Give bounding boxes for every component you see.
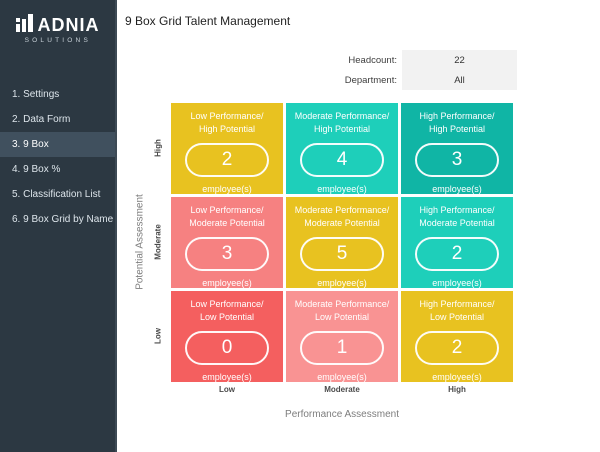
employee-count-pill: 2 bbox=[185, 143, 269, 177]
employee-count-pill: 2 bbox=[415, 331, 499, 365]
department-value[interactable]: All bbox=[402, 70, 517, 90]
grid-cell-low-performance-high-potential: Low Performance/High Potential 2 employee(… bbox=[171, 103, 283, 194]
employee-unit-label: employee(s) bbox=[317, 278, 367, 288]
y-axis-title: Potential Assessment bbox=[134, 194, 146, 290]
sidebar-item-9-box[interactable]: 3. 9 Box bbox=[0, 132, 115, 157]
sidebar-item-classification-list[interactable]: 5. Classification List bbox=[12, 189, 101, 200]
cell-title: Moderate Performance/High Potential bbox=[294, 111, 390, 135]
cell-title: Low Performance/High Potential bbox=[190, 111, 264, 135]
y-axis-label-moderate: Moderate bbox=[153, 224, 163, 260]
grid-cell-high-performance-moderate-potential: High Performance/Moderate Potential 2 empl… bbox=[401, 197, 513, 288]
page-title: 9 Box Grid Talent Management bbox=[125, 14, 291, 28]
employee-count: 2 bbox=[221, 149, 233, 171]
grid-cell-moderate-performance-moderate-potential: Moderate Performance/Moderate Potential 5… bbox=[286, 197, 398, 288]
grid-cell-high-performance-low-potential: High Performance/Low Potential 2 employee(… bbox=[401, 291, 513, 382]
employee-count-pill: 1 bbox=[300, 331, 384, 365]
employee-unit-label: employee(s) bbox=[432, 278, 482, 288]
employee-unit-label: employee(s) bbox=[317, 372, 367, 382]
sidebar-item-9-box-percent[interactable]: 4. 9 Box % bbox=[12, 164, 61, 175]
employee-unit-label: employee(s) bbox=[202, 372, 252, 382]
headcount-field: Headcount: 22 bbox=[322, 50, 517, 70]
grid-cell-moderate-performance-low-potential: Moderate Performance/Low Potential 1 emplo… bbox=[286, 291, 398, 382]
employee-unit-label: employee(s) bbox=[432, 184, 482, 194]
y-axis-label-low: Low bbox=[153, 328, 163, 344]
department-field: Department: All bbox=[322, 70, 517, 90]
employee-count: 5 bbox=[336, 243, 348, 265]
employee-count-pill: 3 bbox=[185, 237, 269, 271]
cell-title: High Performance/Moderate Potential bbox=[419, 205, 495, 229]
cell-title: Moderate Performance/Low Potential bbox=[294, 299, 390, 323]
employee-unit-label: employee(s) bbox=[202, 278, 252, 288]
cell-title: Moderate Performance/Moderate Potential bbox=[294, 205, 390, 229]
employee-count-pill: 5 bbox=[300, 237, 384, 271]
grid-cell-low-performance-low-potential: Low Performance/Low Potential 0 employee(s… bbox=[171, 291, 283, 382]
employee-count: 1 bbox=[336, 337, 348, 359]
employee-count: 2 bbox=[451, 337, 463, 359]
employee-unit-label: employee(s) bbox=[432, 372, 482, 382]
grid-cell-moderate-performance-high-potential: Moderate Performance/High Potential 4 empl… bbox=[286, 103, 398, 194]
employee-count-pill: 2 bbox=[415, 237, 499, 271]
employee-count: 2 bbox=[451, 243, 463, 265]
sidebar-item-9-box-grid-by-name[interactable]: 6. 9 Box Grid by Name bbox=[12, 214, 114, 225]
y-axis-label-high: High bbox=[153, 139, 163, 157]
main-content: 9 Box Grid Talent Management Headcount: 2… bbox=[117, 0, 600, 452]
employee-unit-label: employee(s) bbox=[202, 184, 252, 194]
cell-title: Low Performance/Low Potential bbox=[190, 299, 264, 323]
adnia-logo: ADNIA SOLUTIONS bbox=[0, 0, 115, 44]
sidebar-menu: 1. Settings 2. Data Form 3. 9 Box 4. 9 Box … bbox=[0, 82, 115, 232]
employee-count-pill: 0 bbox=[185, 331, 269, 365]
employee-count: 4 bbox=[336, 149, 348, 171]
x-axis-label-high: High bbox=[448, 385, 466, 394]
sidebar: ADNIA SOLUTIONS 1. Settings 2. Data Form 3… bbox=[0, 0, 117, 452]
grid-cell-low-performance-moderate-potential: Low Performance/Moderate Potential 3 emplo… bbox=[171, 197, 283, 288]
employee-unit-label: employee(s) bbox=[317, 184, 367, 194]
department-label: Department: bbox=[344, 74, 397, 86]
grid-cell-high-performance-high-potential: High Performance/High Potential 3 employee… bbox=[401, 103, 513, 194]
employee-count: 3 bbox=[221, 243, 233, 265]
sidebar-item-data-form[interactable]: 2. Data Form bbox=[12, 114, 71, 125]
x-axis-title: Performance Assessment bbox=[285, 409, 399, 420]
brand-name: ADNIA bbox=[37, 15, 100, 35]
cell-title: Low Performance/Moderate Potential bbox=[189, 205, 265, 229]
employee-count: 0 bbox=[221, 337, 233, 359]
sidebar-item-settings[interactable]: 1. Settings bbox=[12, 89, 60, 100]
info-fields: Headcount: 22 Department: All bbox=[322, 50, 517, 90]
employee-count-pill: 3 bbox=[415, 143, 499, 177]
cell-title: High Performance/Low Potential bbox=[419, 299, 495, 323]
x-axis-label-moderate: Moderate bbox=[324, 385, 360, 394]
employee-count: 3 bbox=[451, 149, 463, 171]
nine-box-grid: Low Performance/High Potential 2 employee(… bbox=[171, 103, 513, 382]
adnia-logo-icon bbox=[15, 14, 33, 34]
cell-title: High Performance/High Potential bbox=[419, 111, 495, 135]
employee-count-pill: 4 bbox=[300, 143, 384, 177]
headcount-label: Headcount: bbox=[348, 54, 397, 66]
brand-subtitle: SOLUTIONS bbox=[24, 37, 91, 44]
headcount-value: 22 bbox=[402, 50, 517, 70]
x-axis-label-low: Low bbox=[219, 385, 235, 394]
